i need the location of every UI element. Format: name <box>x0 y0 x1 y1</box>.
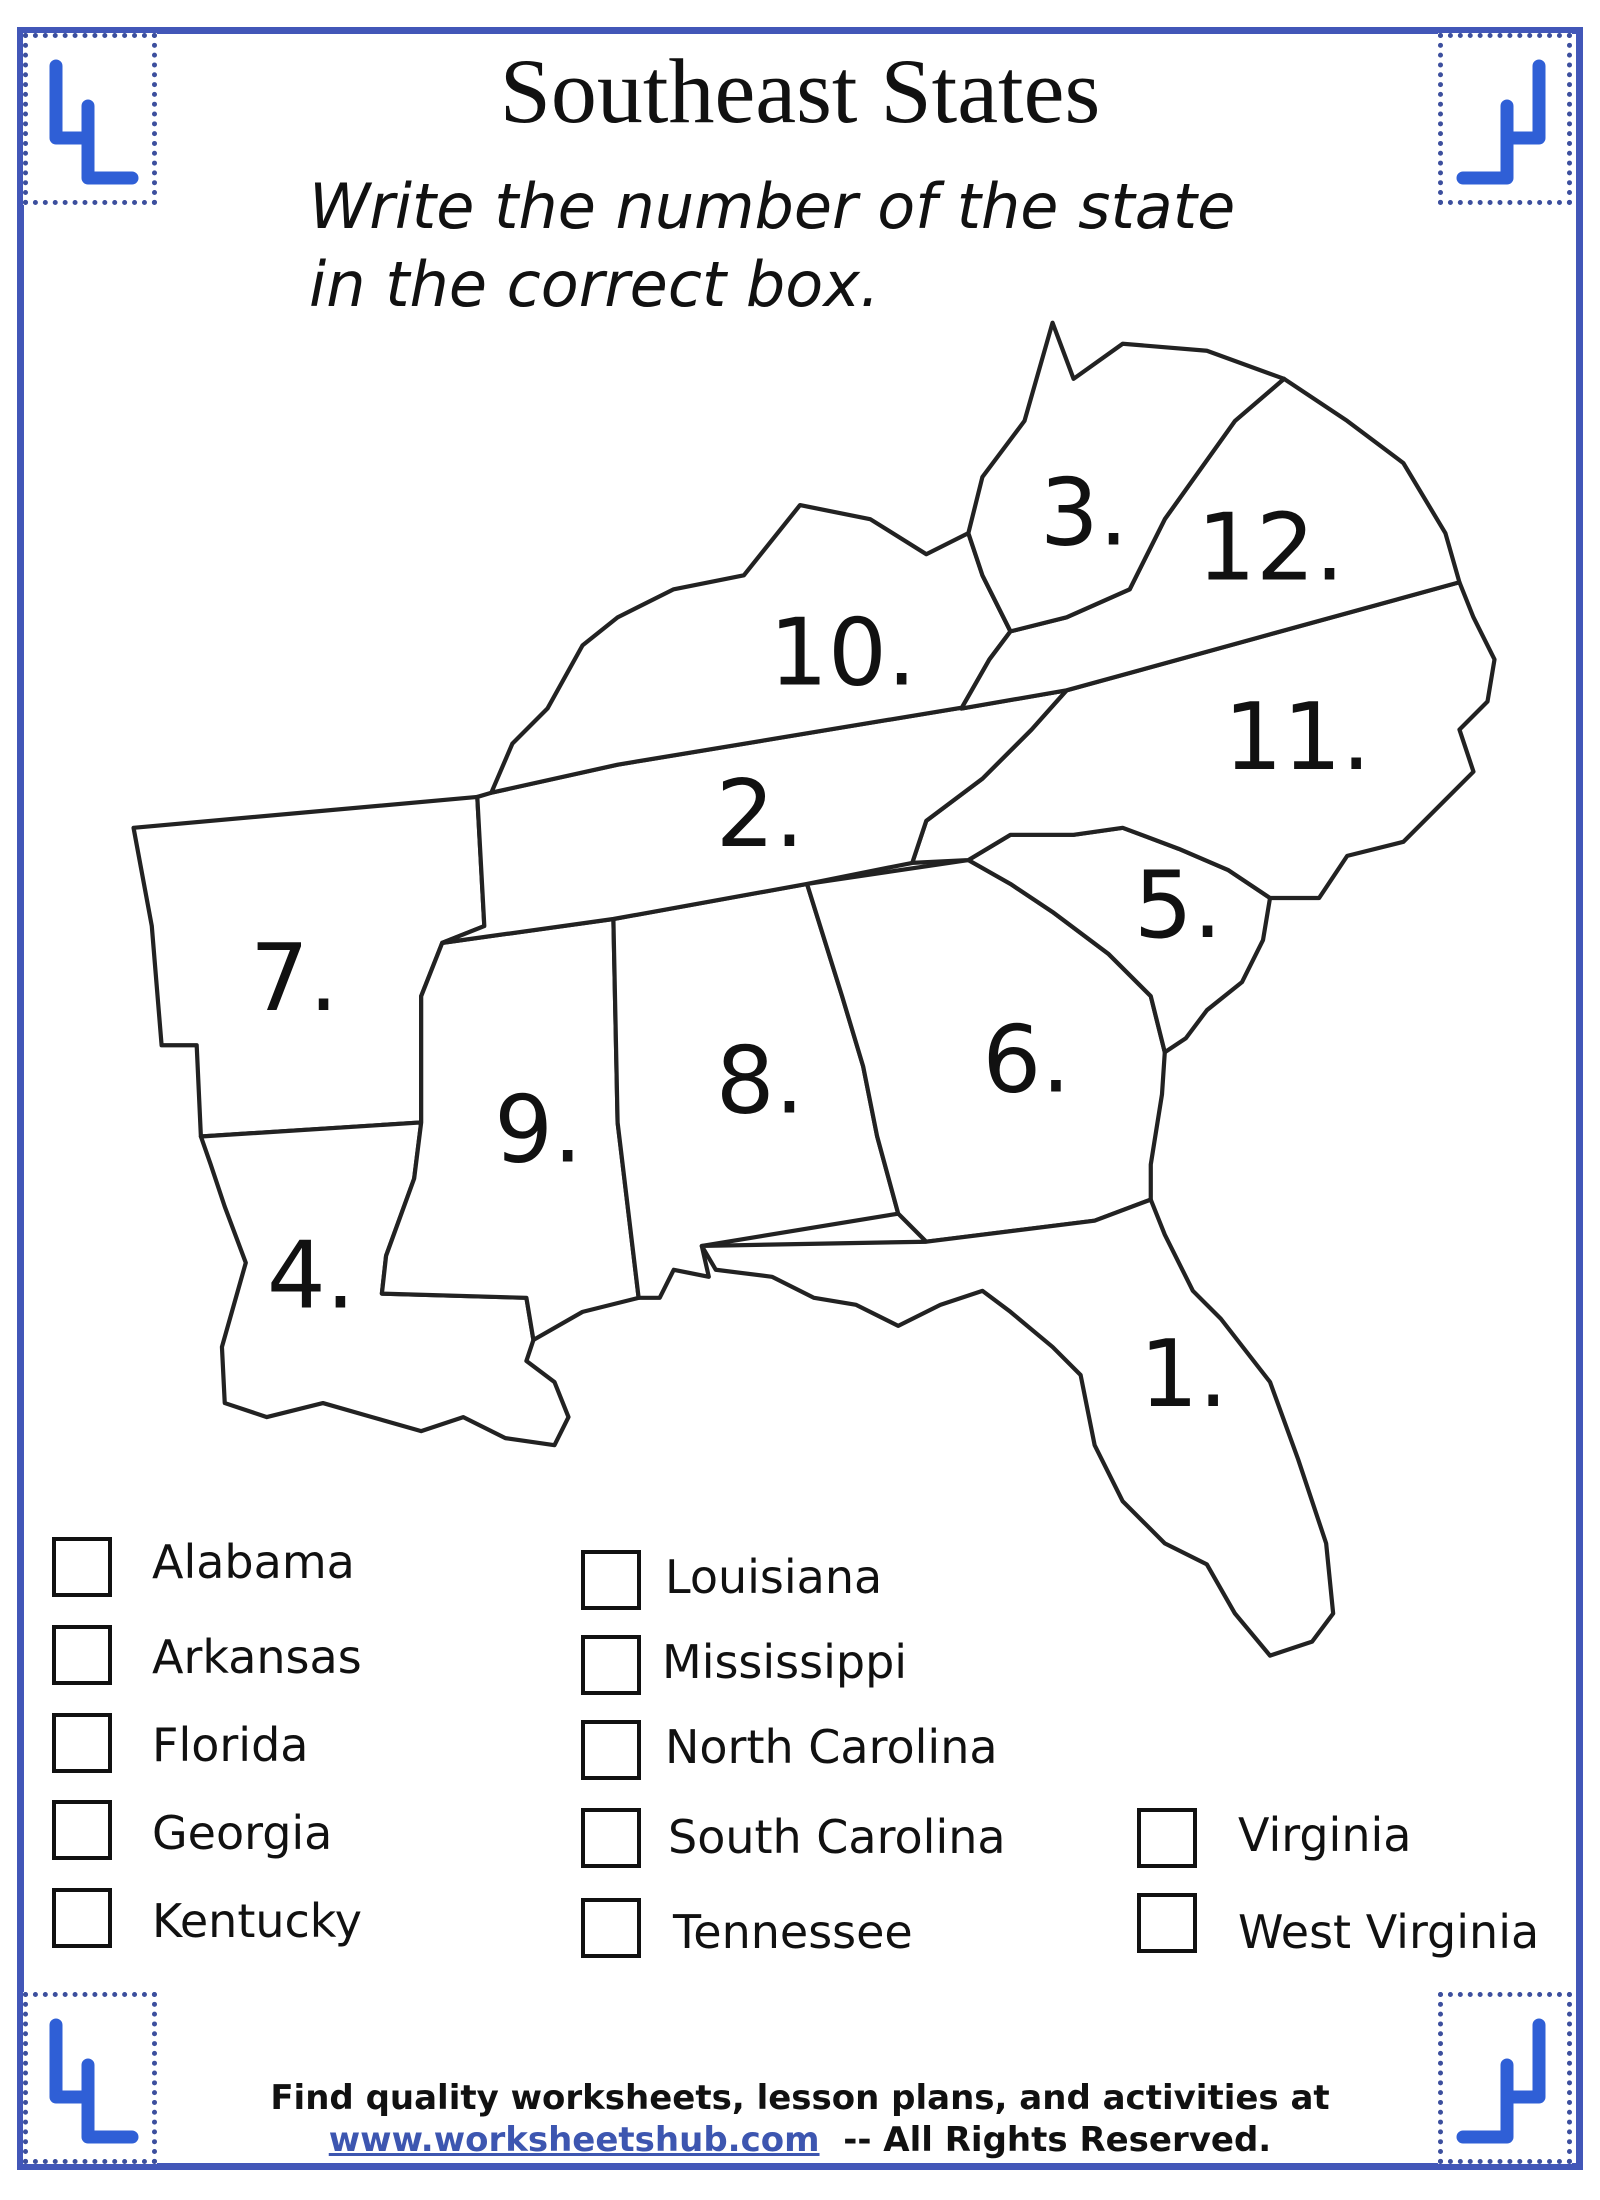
worksheetshub-logo-icon <box>23 1992 157 2164</box>
instruction-line-2: in the correct box. <box>309 248 880 321</box>
footer-line-2: www.worksheetshub.com -- All Rights Rese… <box>0 2120 1600 2160</box>
state-3-west-virginia <box>966 320 1287 634</box>
map-label-7: 7. <box>250 924 338 1032</box>
state-name-georgia: Georgia <box>152 1806 333 1860</box>
answer-box-tennessee[interactable] <box>581 1898 641 1958</box>
worksheetshub-logo-icon <box>1438 33 1572 205</box>
state-name-west-virginia: West Virginia <box>1238 1905 1540 1959</box>
map-label-9: 9. <box>494 1076 582 1184</box>
answer-box-arkansas[interactable] <box>52 1625 112 1685</box>
worksheetshub-logo-icon <box>1438 1992 1572 2164</box>
map-label-10: 10. <box>769 599 916 707</box>
answer-box-kentucky[interactable] <box>52 1888 112 1948</box>
answer-box-georgia[interactable] <box>52 1800 112 1860</box>
state-name-louisiana: Louisiana <box>665 1550 883 1604</box>
rights-text: -- All Rights Reserved. <box>843 2120 1272 2160</box>
state-name-florida: Florida <box>152 1718 309 1772</box>
answer-box-florida[interactable] <box>52 1713 112 1773</box>
page-title: Southeast States <box>499 40 1101 142</box>
map-label-1: 1. <box>1140 1320 1228 1428</box>
answer-box-alabama[interactable] <box>52 1537 112 1597</box>
state-name-kentucky: Kentucky <box>152 1894 363 1948</box>
answer-box-mississippi[interactable] <box>581 1635 641 1695</box>
state-name-virginia: Virginia <box>1238 1808 1412 1862</box>
answer-box-louisiana[interactable] <box>581 1550 641 1610</box>
answer-box-north-carolina[interactable] <box>581 1720 641 1780</box>
instruction-line-1: Write the number of the state <box>309 170 1236 243</box>
page-frame <box>17 27 1583 2170</box>
state-name-mississippi: Mississippi <box>662 1635 908 1689</box>
answer-box-west-virginia[interactable] <box>1137 1893 1197 1953</box>
state-name-arkansas: Arkansas <box>152 1630 362 1684</box>
map-label-3: 3. <box>1040 458 1128 566</box>
answer-box-south-carolina[interactable] <box>581 1808 641 1868</box>
map-label-5: 5. <box>1134 851 1222 959</box>
map-label-4: 4. <box>267 1222 355 1330</box>
map-label-2: 2. <box>716 760 804 868</box>
state-name-south-carolina: South Carolina <box>668 1810 1006 1864</box>
answer-box-virginia[interactable] <box>1137 1808 1197 1868</box>
worksheetshub-link[interactable]: www.worksheetshub.com <box>328 2120 820 2160</box>
map-label-6: 6. <box>982 1006 1070 1114</box>
footer-text: Find quality worksheets, lesson plans, a… <box>270 2078 1330 2118</box>
map-label-12: 12. <box>1197 493 1344 601</box>
worksheetshub-logo-icon <box>23 33 157 205</box>
state-1-florida <box>699 1197 1336 1658</box>
state-name-tennessee: Tennessee <box>673 1905 913 1959</box>
map-label-8: 8. <box>716 1027 804 1135</box>
map-label-11: 11. <box>1224 683 1371 791</box>
state-name-north-carolina: North Carolina <box>665 1720 998 1774</box>
state-name-alabama: Alabama <box>152 1535 355 1589</box>
